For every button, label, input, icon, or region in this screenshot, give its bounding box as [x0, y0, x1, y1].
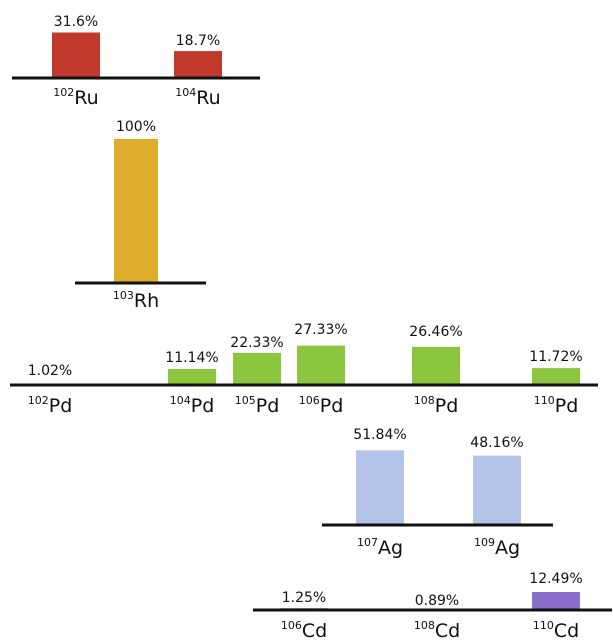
bar-110pd	[532, 368, 580, 385]
element-symbol: Pd	[320, 395, 344, 417]
value-label-106cd: 1.25%	[282, 590, 326, 606]
isotope-label-110pd: 110Pd	[534, 394, 579, 417]
bar-102ru	[52, 32, 100, 78]
isotope-label-102pd: 102Pd	[28, 394, 73, 417]
element-symbol: Ag	[378, 537, 403, 559]
isotope-label-103rh: 103Rh	[113, 289, 159, 312]
bar-103rh	[114, 139, 158, 283]
element-symbol: Pd	[555, 395, 579, 417]
isotope-label-106pd: 106Pd	[299, 394, 344, 417]
element-symbol: Ru	[196, 87, 220, 109]
mass-number: 110	[534, 394, 555, 407]
value-label-102pd: 1.02%	[28, 363, 72, 379]
panel-rh: 100% 103Rh	[75, 119, 206, 312]
isotope-label-102ru: 102Ru	[53, 86, 98, 109]
bar-106pd	[297, 345, 345, 385]
mass-number: 103	[113, 289, 134, 302]
value-label-104pd: 11.14%	[165, 350, 218, 366]
mass-number: 106	[299, 394, 320, 407]
mass-number: 108	[414, 619, 435, 632]
bar-105pd	[233, 352, 281, 385]
mass-number: 108	[414, 394, 435, 407]
isotope-label-108pd: 108Pd	[414, 394, 459, 417]
element-symbol: Cd	[435, 620, 460, 640]
bar-108pd	[412, 346, 460, 385]
element-symbol: Cd	[554, 620, 579, 640]
panel-pd: 1.02%102Pd11.14%104Pd22.33%105Pd27.33%10…	[10, 322, 598, 417]
element-symbol: Pd	[435, 395, 459, 417]
element-symbol: Cd	[302, 620, 327, 640]
mass-number: 106	[281, 619, 302, 632]
value-label-106pd: 27.33%	[294, 322, 347, 338]
isotope-label-104ru: 104Ru	[175, 86, 220, 109]
value-label-108pd: 26.46%	[409, 324, 462, 340]
isotope-label-107ag: 107Ag	[357, 536, 403, 559]
isotope-label-104pd: 104Pd	[170, 394, 215, 417]
isotope-label-105pd: 105Pd	[235, 394, 280, 417]
bar-104ru	[174, 51, 222, 78]
mass-number: 102	[53, 86, 74, 99]
element-symbol: Ag	[495, 537, 520, 559]
bar-110cd	[532, 592, 580, 610]
isotope-label-106cd: 106Cd	[281, 619, 327, 640]
value-label-109ag: 48.16%	[470, 435, 523, 451]
mass-number: 105	[235, 394, 256, 407]
mass-number: 104	[170, 394, 191, 407]
value-label-108cd: 0.89%	[415, 593, 459, 609]
element-symbol: Pd	[49, 395, 73, 417]
mass-number: 110	[533, 619, 554, 632]
value-label-110pd: 11.72%	[529, 349, 582, 365]
bar-107ag	[356, 450, 404, 525]
value-label-102ru: 31.6%	[54, 14, 98, 30]
mass-number: 109	[474, 536, 495, 549]
isotope-label-108cd: 108Cd	[414, 619, 460, 640]
value-label-104ru: 18.7%	[176, 33, 220, 49]
mass-number: 107	[357, 536, 378, 549]
element-symbol: Rh	[134, 290, 159, 312]
bar-104pd	[168, 368, 216, 385]
isotope-label-110cd: 110Cd	[533, 619, 579, 640]
element-symbol: Pd	[256, 395, 280, 417]
mass-number: 102	[28, 394, 49, 407]
value-label-103rh: 100%	[116, 119, 156, 135]
value-label-105pd: 22.33%	[230, 335, 283, 351]
element-symbol: Ru	[74, 87, 98, 109]
element-symbol: Pd	[191, 395, 215, 417]
isotope-label-109ag: 109Ag	[474, 536, 520, 559]
value-label-110cd: 12.49%	[529, 571, 582, 587]
value-label-107ag: 51.84%	[353, 427, 406, 443]
bar-109ag	[473, 455, 521, 525]
mass-number: 104	[175, 86, 196, 99]
